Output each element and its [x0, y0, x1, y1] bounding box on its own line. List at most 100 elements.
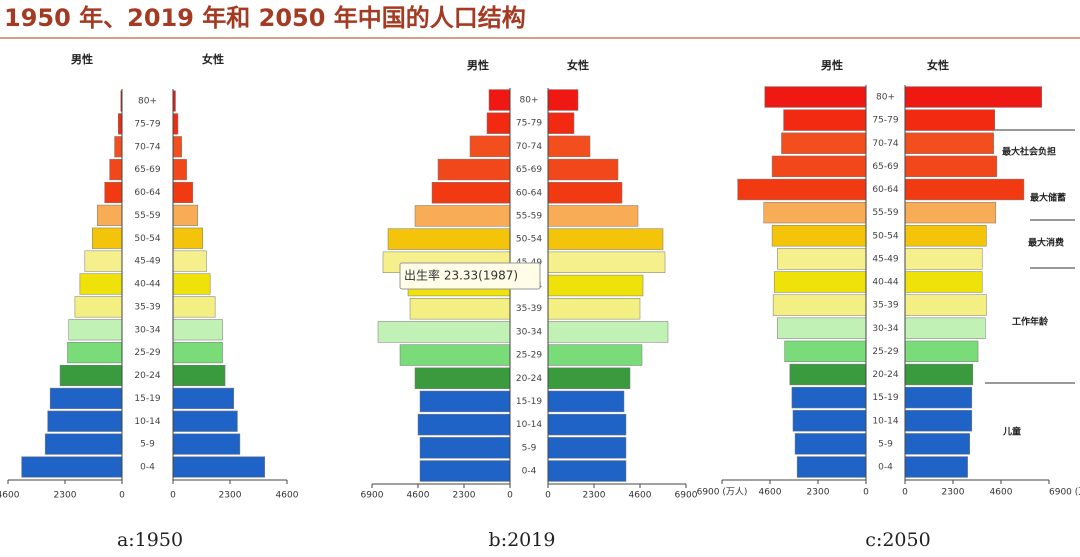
annotation: 最大消费	[1028, 237, 1064, 249]
age-label: 60-64	[134, 188, 160, 198]
age-label: 25-29	[134, 348, 160, 358]
bar	[904, 201, 997, 224]
bar	[904, 132, 994, 154]
bar	[904, 178, 1025, 201]
x-tick-label: 0	[902, 488, 908, 498]
bar	[417, 413, 511, 436]
legend-label: 女性	[567, 58, 589, 72]
bar	[486, 112, 511, 134]
age-label: 5-9	[878, 439, 893, 449]
bar	[904, 410, 973, 432]
bar	[904, 271, 983, 293]
age-label: 65-69	[134, 165, 160, 175]
age-label: 35-39	[872, 301, 898, 311]
age-label: 0-4	[140, 463, 155, 473]
age-label: 15-19	[134, 394, 160, 404]
age-label: 50-54	[516, 235, 542, 245]
age-label: 45-49	[872, 254, 898, 264]
bar	[488, 89, 511, 111]
x-tick-label: 4600	[629, 491, 652, 501]
x-tick-label: 0	[119, 491, 125, 501]
age-label: 80+	[876, 93, 895, 103]
age-label: 75-79	[134, 119, 160, 129]
bar	[781, 132, 867, 154]
bar	[777, 248, 867, 270]
age-label: 20-24	[872, 370, 898, 380]
bar	[904, 248, 983, 270]
x-tick-label: 2300	[219, 491, 242, 501]
x-tick-label: 0	[507, 491, 513, 501]
bar	[547, 228, 664, 250]
x-tick-label: 6900 (万人)	[1049, 487, 1080, 498]
bar	[547, 321, 669, 343]
bar	[771, 155, 867, 178]
bar	[172, 204, 199, 226]
bar	[49, 387, 123, 409]
bar	[84, 250, 123, 272]
bar	[547, 413, 627, 436]
bar	[44, 433, 123, 455]
bar	[109, 159, 123, 181]
bar	[763, 201, 867, 224]
age-label: 45-49	[134, 257, 160, 267]
bar	[783, 109, 867, 131]
age-label: 10-14	[516, 420, 542, 430]
bar	[59, 364, 123, 387]
age-label: 70-74	[872, 139, 898, 149]
age-label: 55-59	[516, 211, 542, 221]
age-label: 70-74	[134, 142, 160, 152]
bar	[414, 205, 511, 227]
bar	[547, 112, 575, 134]
age-label: 30-34	[516, 327, 542, 337]
age-label: 5-9	[140, 440, 155, 450]
age-label: 65-69	[872, 162, 898, 172]
age-label: 35-39	[134, 302, 160, 312]
age-label: 65-69	[516, 165, 542, 175]
bar	[118, 113, 123, 135]
legend-label: 男性	[821, 58, 843, 72]
age-label: 60-64	[872, 185, 898, 195]
bar	[547, 390, 625, 413]
bar	[773, 271, 867, 293]
age-label: 35-39	[516, 304, 542, 314]
c-dividers	[985, 129, 1075, 384]
bar	[904, 225, 987, 247]
bar	[777, 317, 867, 339]
annotation: 工作年龄	[1012, 316, 1049, 328]
legend-label: 男性	[467, 58, 489, 72]
panel-title: c:2050	[865, 529, 930, 551]
age-label: 70-74	[516, 142, 542, 152]
annotation: 最大储蓄	[1030, 192, 1066, 204]
age-label: 10-14	[872, 416, 898, 426]
bar	[419, 437, 511, 459]
x-tick-label: 2300	[54, 491, 77, 501]
age-label: 55-59	[872, 208, 898, 218]
bar	[904, 363, 974, 386]
bar	[737, 178, 867, 201]
bar	[904, 433, 970, 455]
bar	[792, 410, 867, 432]
age-label: 15-19	[516, 397, 542, 407]
x-tick-label: 4600	[759, 488, 782, 498]
bar	[419, 460, 511, 482]
bar	[904, 109, 995, 131]
bar	[547, 437, 627, 459]
bar	[172, 227, 203, 249]
bar	[469, 135, 511, 158]
age-label: 75-79	[872, 116, 898, 126]
legend-label: 女性	[202, 52, 224, 66]
age-label: 30-34	[872, 324, 898, 334]
bar	[172, 342, 223, 364]
bar	[79, 273, 123, 295]
bar	[172, 159, 187, 181]
bar	[172, 273, 211, 295]
bar	[172, 456, 265, 478]
age-label: 30-34	[134, 325, 160, 335]
bar	[431, 182, 511, 204]
bar	[409, 298, 511, 320]
bar	[904, 317, 986, 339]
bar	[547, 344, 643, 366]
bar	[419, 390, 511, 413]
